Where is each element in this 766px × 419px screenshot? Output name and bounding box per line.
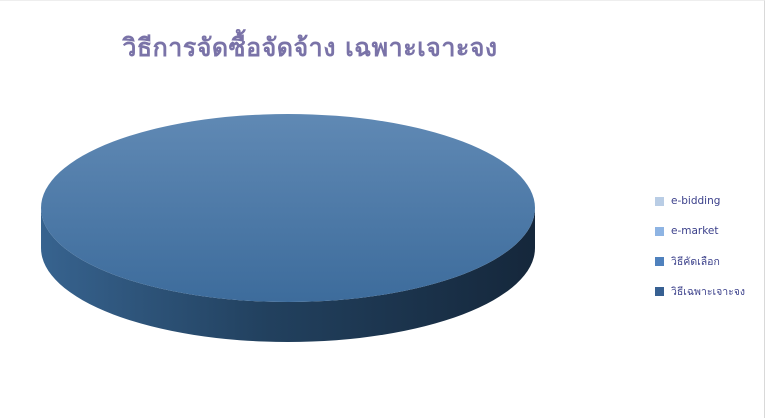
legend-swatch <box>655 226 664 236</box>
legend-label: วิธีเฉพาะเจาะจง <box>671 285 746 298</box>
legend-item: e-bidding <box>655 194 720 208</box>
legend-swatch <box>655 286 664 296</box>
legend-item: วิธีคัดเลือก <box>655 254 720 268</box>
pie-slice-วิธีเฉพาะเจาะจง-side <box>41 208 535 342</box>
chart-title: วิธีการจัดซื้อจัดจ้าง เฉพาะเจาะจง <box>122 33 498 62</box>
legend-item: วิธีเฉพาะเจาะจง <box>655 284 745 298</box>
legend-swatch <box>655 256 664 266</box>
legend-item: e-market <box>655 224 719 238</box>
legend-label: e-market <box>671 225 719 237</box>
legend-label: e-bidding <box>671 195 721 207</box>
pie-slices <box>41 114 535 342</box>
legend-swatch <box>655 196 664 206</box>
pie-slice-วิธีเฉพาะเจาะจง <box>41 114 535 302</box>
legend-label: วิธีคัดเลือก <box>671 255 720 268</box>
